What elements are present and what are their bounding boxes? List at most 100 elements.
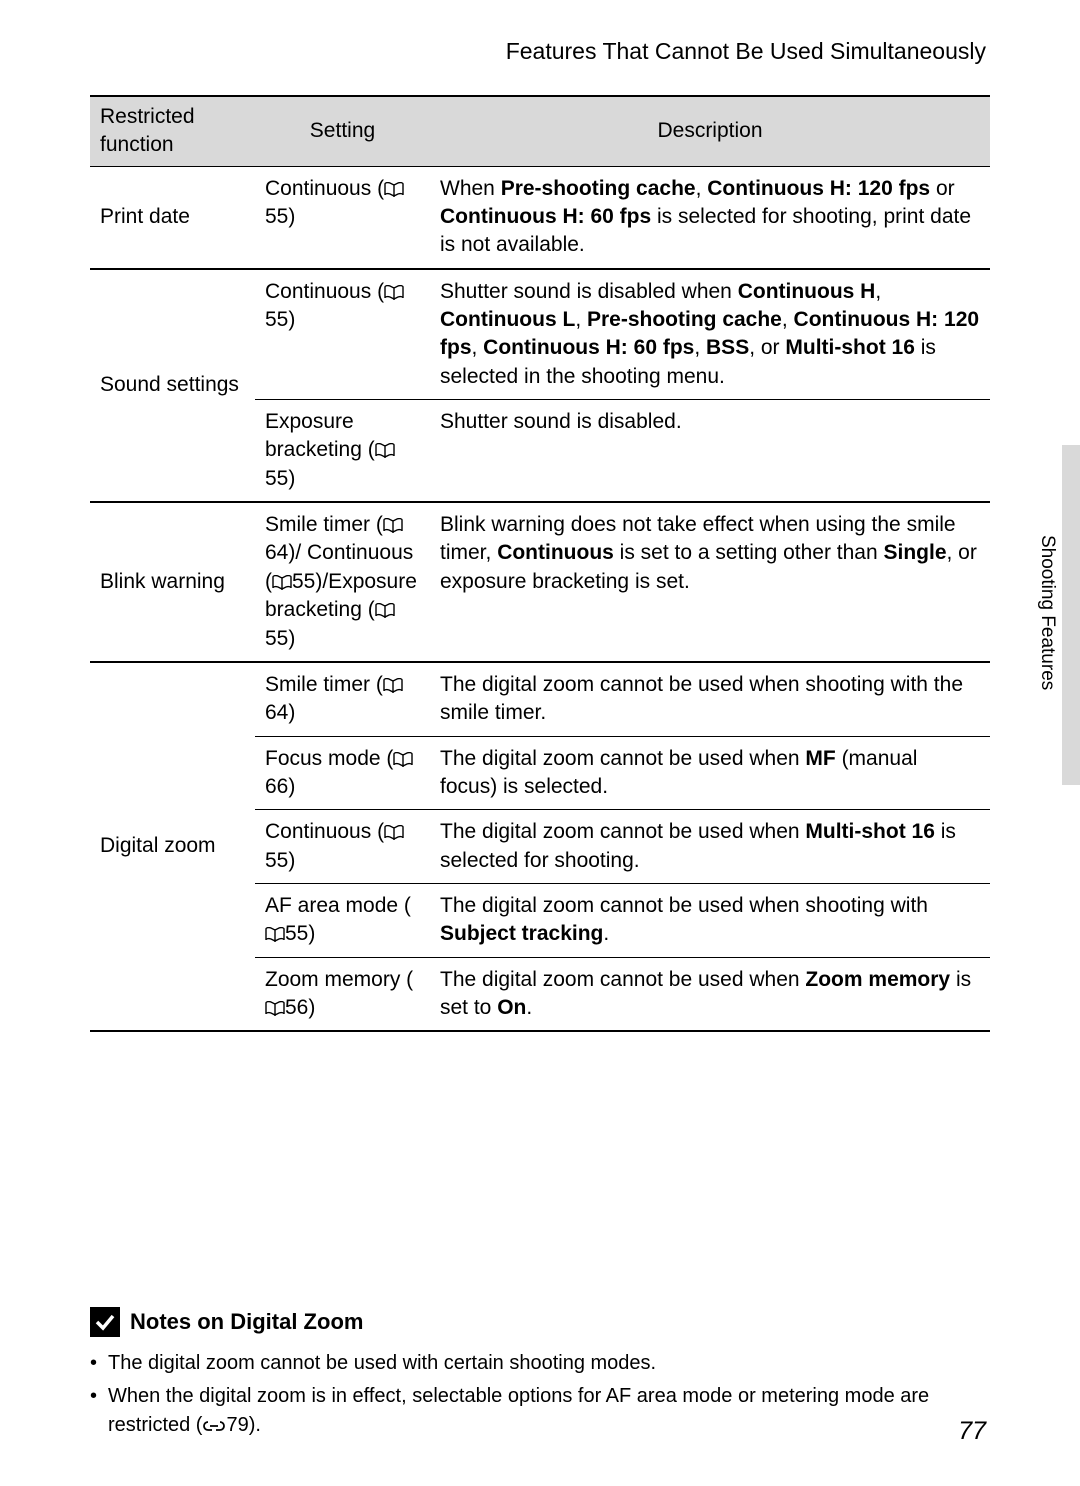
text: ).	[249, 1414, 261, 1436]
text: Zoom memory (	[265, 968, 413, 991]
book-icon	[383, 678, 403, 693]
text-bold: Continuous	[497, 541, 614, 564]
page-ref: 55	[265, 205, 288, 228]
cell-setting: Focus mode ( 66)	[255, 736, 430, 810]
text: , or	[749, 336, 785, 359]
mf-icon: MF	[805, 747, 835, 770]
cell-setting: Smile timer (64)/ Continuous (55)/Exposu…	[255, 502, 430, 662]
cell-description: Shutter sound is disabled when Continuou…	[430, 269, 990, 400]
text: or	[930, 177, 955, 200]
page-ref: 55	[292, 570, 315, 593]
text: The digital zoom cannot be used when	[440, 968, 805, 991]
text: The digital zoom cannot be used with cer…	[108, 1352, 656, 1374]
text: Shutter sound is disabled when	[440, 280, 738, 303]
text-bold: Continuous H: 120 fps	[707, 177, 930, 200]
text-bold: Multi-shot 16	[805, 820, 935, 843]
side-tab: Shooting Features	[1036, 445, 1080, 785]
cell-description: The digital zoom cannot be used when Zoo…	[430, 957, 990, 1031]
book-icon	[265, 1001, 285, 1016]
book-icon	[383, 518, 403, 533]
cell-setting: Zoom memory ( 56)	[255, 957, 430, 1031]
text: The digital zoom cannot be used when	[440, 820, 805, 843]
text-bold: Pre-shooting cache	[587, 308, 782, 331]
col-header-description: Description	[430, 96, 990, 166]
text: Shutter sound is disabled.	[440, 410, 682, 433]
text-bold: On	[497, 996, 526, 1019]
text: The digital zoom cannot be used when sho…	[440, 894, 928, 917]
cell-description: The digital zoom cannot be used when Mul…	[430, 810, 990, 884]
text: Smile timer (	[265, 673, 383, 696]
text: ,	[782, 308, 794, 331]
text: When	[440, 177, 501, 200]
table-row: Print date Continuous (55) When Pre-shoo…	[90, 166, 990, 269]
side-section-label: Shooting Features	[1036, 535, 1058, 690]
text: .	[526, 996, 532, 1019]
text: )	[288, 308, 295, 331]
book-icon	[384, 285, 404, 300]
col-header-setting: Setting	[255, 96, 430, 166]
notes-heading: Notes on Digital Zoom	[90, 1307, 990, 1337]
page-ref: 79	[226, 1414, 248, 1436]
text-bold: Single	[884, 541, 947, 564]
col-header-function: Restricted function	[90, 96, 255, 166]
text-bold: Continuous H	[738, 280, 876, 303]
cell-setting: Continuous (55)	[255, 166, 430, 269]
cell-setting: Continuous ( 55)	[255, 269, 430, 400]
page-ref: 55	[265, 467, 288, 490]
text-bold: Continuous L	[440, 308, 575, 331]
table-row: Digital zoom Smile timer (64) The digita…	[90, 662, 990, 736]
page-ref: 66	[265, 775, 288, 798]
text: )	[288, 775, 295, 798]
book-icon	[393, 752, 413, 767]
text: .	[603, 922, 609, 945]
cell-setting: Exposure bracketing ( 55)	[255, 400, 430, 503]
cell-function: Digital zoom	[90, 662, 255, 1031]
cell-setting: Smile timer ( 64)	[255, 662, 430, 736]
notes-heading-text: Notes on Digital Zoom	[130, 1309, 363, 1335]
table-row: Sound settings Continuous (55) Shutter s…	[90, 269, 990, 400]
page-ref: 56	[285, 996, 308, 1019]
text: ,	[472, 336, 484, 359]
cell-description: Shutter sound is disabled.	[430, 400, 990, 503]
text: ,	[696, 177, 708, 200]
text: )	[288, 701, 295, 724]
note-item: When the digital zoom is in effect, sele…	[90, 1382, 990, 1440]
page-ref: 55	[265, 308, 288, 331]
text: )	[308, 996, 315, 1019]
text: Focus mode (	[265, 747, 393, 770]
text: )	[288, 205, 295, 228]
restrictions-table: Restricted function Setting Description …	[90, 95, 990, 1032]
notes-section: Notes on Digital Zoom The digital zoom c…	[90, 1307, 990, 1444]
text: Continuous (	[265, 820, 384, 843]
cell-description: When Pre-shooting cache, Continuous H: 1…	[430, 166, 990, 269]
page-ref: 55	[265, 849, 288, 872]
text: The digital zoom cannot be used when sho…	[440, 673, 963, 724]
text-bold: Subject tracking	[440, 922, 603, 945]
text: Exposure bracketing (	[265, 410, 375, 461]
text: ,	[875, 280, 881, 303]
text-bold: Zoom memory	[805, 968, 950, 991]
text: )	[288, 467, 295, 490]
book-icon	[384, 825, 404, 840]
text: ,	[694, 336, 706, 359]
side-tab-indicator	[1062, 445, 1080, 785]
text-bold: Multi-shot 16	[785, 336, 915, 359]
book-icon	[375, 443, 395, 458]
text: The digital zoom cannot be used when	[440, 747, 805, 770]
table-header-row: Restricted function Setting Description	[90, 96, 990, 166]
checkmark-icon	[90, 1307, 120, 1337]
text-bold: Pre-shooting cache	[501, 177, 696, 200]
page-title: Features That Cannot Be Used Simultaneou…	[90, 38, 986, 65]
cell-setting: Continuous (55)	[255, 810, 430, 884]
text: is set to a setting other than	[614, 541, 884, 564]
text: ,	[575, 308, 587, 331]
cell-setting: AF area mode (55)	[255, 883, 430, 957]
page-ref: 64	[265, 701, 288, 724]
page-number: 77	[958, 1417, 986, 1446]
text: )	[308, 922, 315, 945]
cell-description: The digital zoom cannot be used when sho…	[430, 662, 990, 736]
text: Continuous (	[265, 280, 384, 303]
cell-description: Blink warning does not take effect when …	[430, 502, 990, 662]
page-ref: 64	[265, 541, 288, 564]
link-icon	[202, 1419, 226, 1433]
